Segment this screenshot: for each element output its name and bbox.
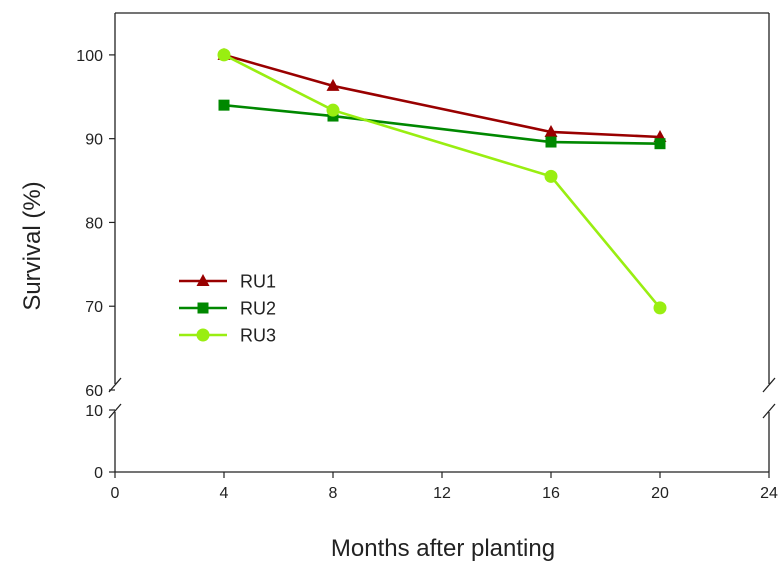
legend: RU1 RU2 RU3	[179, 272, 276, 346]
y-tick-label: 90	[85, 132, 103, 149]
series-line-ru1	[223, 53, 661, 139]
axes	[108, 12, 776, 473]
axis-break-left-lower	[108, 403, 122, 419]
y-tick-label: 0	[94, 465, 103, 482]
data-point-ru3	[326, 103, 340, 117]
x-tick-label: 8	[329, 485, 338, 502]
legend-marker	[197, 302, 209, 314]
data-point-ru3	[653, 301, 667, 315]
data-point-ru1	[544, 124, 558, 137]
x-tick-label: 16	[542, 485, 560, 502]
x-tick-label: 4	[220, 485, 229, 502]
x-tick-label: 0	[111, 485, 120, 502]
y-tick-label: 70	[85, 299, 103, 316]
legend-label: RU3	[240, 326, 276, 346]
legend-marker	[196, 274, 210, 286]
y-tick-label: 80	[85, 215, 103, 232]
data-point-ru1	[326, 78, 340, 91]
axis-break-right-lower	[762, 403, 776, 419]
series-line-ru3	[223, 53, 662, 309]
legend-item-ru2: RU2	[179, 299, 276, 319]
data-point-ru2	[218, 99, 230, 111]
axis-break-right-upper	[762, 377, 776, 393]
legend-item-ru1: RU1	[179, 272, 276, 292]
y-tick-label: 100	[76, 48, 103, 65]
series-layer	[217, 47, 667, 315]
legend-item-ru3: RU3	[179, 326, 276, 346]
x-tick-label: 24	[760, 485, 778, 502]
data-point-ru2	[654, 138, 666, 150]
y-tick-label: 60	[85, 383, 103, 400]
x-tick-label: 20	[651, 485, 669, 502]
y-tick-label: 10	[85, 403, 103, 420]
legend-label: RU2	[240, 299, 276, 319]
data-point-ru3	[544, 169, 558, 183]
data-point-ru2	[545, 136, 557, 148]
x-tick-label: 12	[433, 485, 451, 502]
legend-label: RU1	[240, 272, 276, 292]
ticks: 0 4 8 12 16 20 24 60 70 80 90 100 0 10	[76, 48, 778, 502]
x-axis-title: Months after planting	[331, 535, 555, 562]
series-ru3	[217, 48, 667, 315]
series-ru2	[218, 99, 666, 150]
y-axis-title: Survival (%)	[19, 181, 46, 310]
legend-marker	[196, 328, 210, 342]
series-line-ru2	[223, 103, 661, 145]
data-point-ru3	[217, 48, 231, 62]
